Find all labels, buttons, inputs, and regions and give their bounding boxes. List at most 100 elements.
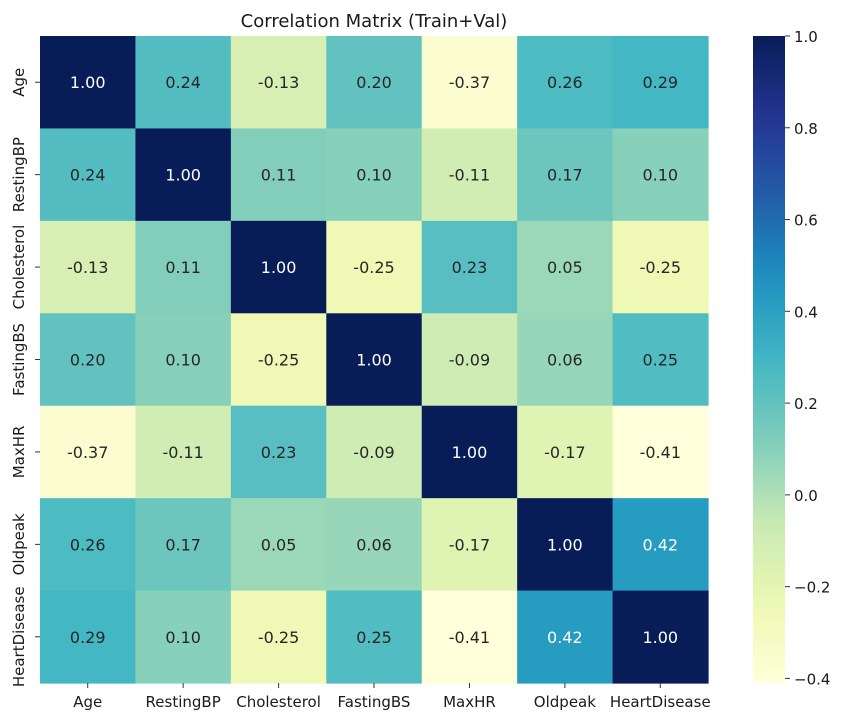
x-tick-label: MaxHR: [443, 693, 496, 711]
heatmap-cell: [612, 220, 709, 314]
y-tick-label: RestingBP: [10, 137, 28, 212]
cell-annotation: -0.25: [258, 628, 299, 647]
cell-annotation: 0.42: [642, 535, 678, 554]
cell-annotation: 0.29: [642, 73, 678, 92]
heatmap-cell: [40, 220, 137, 314]
heatmap-cell: [326, 313, 423, 407]
cell-annotation: 0.05: [261, 535, 297, 554]
heatmap-cell: [40, 498, 137, 592]
cell-annotation: 0.10: [165, 351, 201, 370]
cell-annotation: -0.37: [67, 443, 108, 462]
cell-annotation: 1.00: [70, 73, 106, 92]
cell-annotation: 1.00: [165, 166, 201, 185]
heatmap-cell: [421, 498, 518, 592]
heatmap-cell: [517, 498, 614, 592]
cell-annotation: -0.11: [162, 443, 203, 462]
cell-annotation: 0.42: [547, 628, 583, 647]
cell-annotation: 1.00: [356, 351, 392, 370]
cell-annotation: -0.13: [67, 258, 108, 277]
cell-annotation: 0.23: [452, 258, 488, 277]
x-tick-label: RestingBP: [146, 693, 221, 711]
heatmap-cell: [326, 405, 423, 499]
heatmap-cells: [40, 36, 709, 684]
colorbar-tick-label: 0.0: [794, 487, 818, 505]
y-tick-label: HeartDisease: [10, 586, 28, 687]
cell-annotation: -0.17: [449, 535, 490, 554]
heatmap-cell: [230, 590, 327, 684]
cell-annotation: 0.24: [70, 166, 106, 185]
heatmap-cell: [326, 36, 423, 130]
heatmap-cell: [421, 590, 518, 684]
y-axis-ticks: Age RestingBP Cholesterol FastingBS MaxHR Old…: [10, 68, 40, 687]
cell-annotation: 0.11: [165, 258, 201, 277]
cell-annotation: 0.26: [547, 73, 583, 92]
heatmap-cell: [421, 128, 518, 222]
heatmap-cell: [40, 405, 137, 499]
heatmap-cell: [326, 590, 423, 684]
heatmap-cell: [517, 128, 614, 222]
x-axis-ticks: Age RestingBP Cholesterol FastingBS MaxHR Old…: [73, 683, 711, 711]
colorbar-tick-label: 0.2: [794, 395, 818, 413]
heatmap-cell: [135, 590, 232, 684]
x-tick-label: HeartDisease: [610, 693, 711, 711]
heatmap-cell: [40, 313, 137, 407]
cell-annotation: 0.24: [165, 73, 201, 92]
heatmap-cell: [326, 220, 423, 314]
heatmap-cell: [40, 590, 137, 684]
colorbar-tick-label: −0.4: [794, 670, 830, 688]
heatmap-cell: [612, 590, 709, 684]
cell-annotation: 0.29: [70, 628, 106, 647]
heatmap-cell: [230, 313, 327, 407]
heatmap-cell: [612, 36, 709, 130]
y-tick-label: Oldpeak: [10, 513, 28, 575]
colorbar-tick-label: 0.6: [794, 212, 818, 230]
heatmap-cell: [517, 590, 614, 684]
cell-annotation: -0.41: [449, 628, 490, 647]
cell-annotation: -0.41: [640, 443, 681, 462]
x-tick-label: Cholesterol: [236, 693, 321, 711]
heatmap-cell: [135, 36, 232, 130]
cell-annotation: 1.00: [547, 535, 583, 554]
heatmap-cell: [421, 36, 518, 130]
cell-annotation: -0.17: [544, 443, 585, 462]
cell-annotation: 0.25: [356, 628, 392, 647]
colorbar-tick-label: −0.2: [794, 579, 830, 597]
cell-annotation: -0.37: [449, 73, 490, 92]
y-tick-label: Cholesterol: [10, 225, 28, 310]
cell-annotation: 0.06: [547, 351, 583, 370]
x-tick-label: FastingBS: [338, 693, 411, 711]
y-tick-label: MaxHR: [10, 426, 28, 479]
heatmap-cell: [230, 498, 327, 592]
y-tick-label: Age: [10, 68, 28, 97]
colorbar-tick-label: 1.0: [794, 28, 818, 46]
cell-annotation: 1.00: [642, 628, 678, 647]
cell-annotation: 1.00: [261, 258, 297, 277]
heatmap-cell: [135, 405, 232, 499]
colorbar: 1.0 0.8 0.6 0.4 0.2 0.0 −0.2 −0.4: [753, 28, 830, 688]
colorbar-tick-label: 0.8: [794, 120, 818, 138]
cell-annotation: -0.09: [353, 443, 394, 462]
cell-annotation: 0.05: [547, 258, 583, 277]
colorbar-gradient: [753, 36, 785, 683]
heatmap-cell: [40, 36, 137, 130]
heatmap-cell: [230, 36, 327, 130]
y-tick-label: FastingBS: [10, 323, 28, 396]
cell-annotation: 0.26: [70, 535, 106, 554]
cell-annotation: 0.10: [642, 166, 678, 185]
heatmap-cell: [421, 313, 518, 407]
x-tick-label: Oldpeak: [534, 693, 596, 711]
heatmap-cell: [40, 128, 137, 222]
heatmap-cell: [135, 220, 232, 314]
heatmap-cell: [421, 220, 518, 314]
cell-annotation: 0.20: [70, 351, 106, 370]
cell-annotation: 0.25: [642, 351, 678, 370]
chart-title: Correlation Matrix (Train+Val): [241, 11, 508, 32]
cell-annotation: 1.00: [452, 443, 488, 462]
heatmap-cell: [517, 313, 614, 407]
heatmap-cell: [230, 220, 327, 314]
cell-annotation: 0.10: [356, 166, 392, 185]
heatmap-cell: [135, 498, 232, 592]
cell-annotation: -0.25: [258, 351, 299, 370]
cell-annotation: -0.11: [449, 166, 490, 185]
heatmap-cell: [517, 36, 614, 130]
